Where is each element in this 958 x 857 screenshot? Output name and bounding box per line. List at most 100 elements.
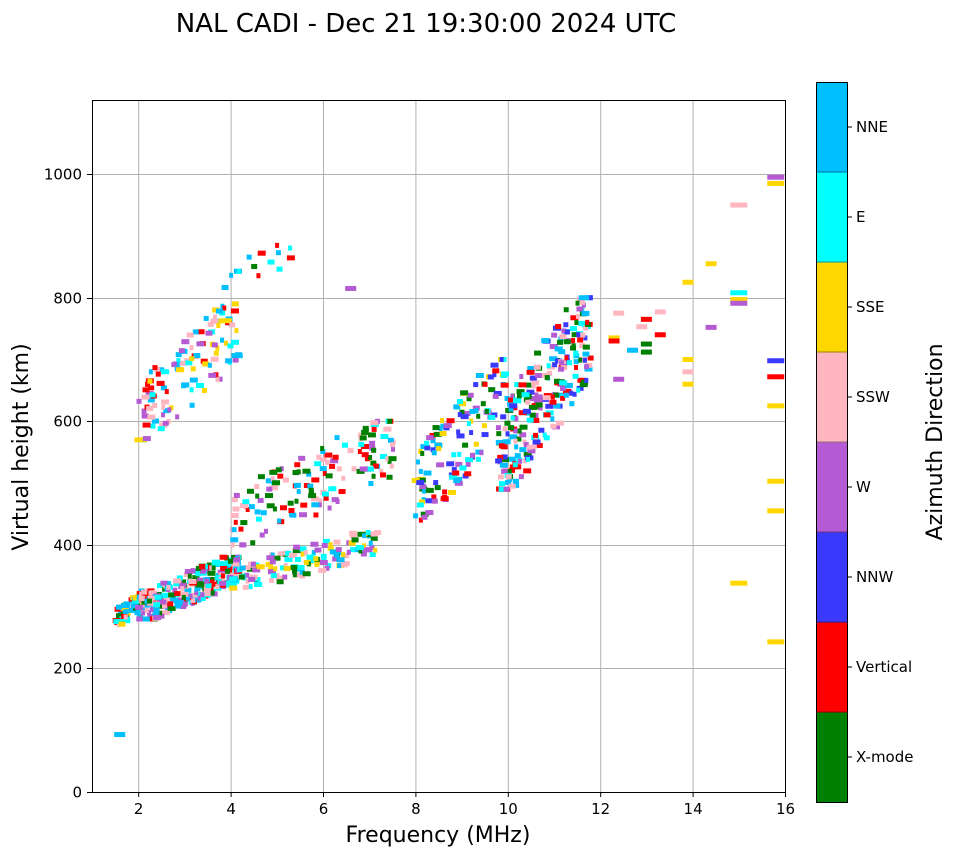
- echo-point: [161, 412, 166, 418]
- colorbar-swatch: [816, 712, 847, 803]
- echo-point: [161, 404, 166, 410]
- x-tick-label: 2: [134, 800, 144, 818]
- echo-point: [154, 594, 162, 600]
- echo-point: [331, 497, 339, 503]
- echo-point: [581, 322, 587, 328]
- echo-point: [254, 509, 261, 515]
- echo-point: [563, 339, 571, 345]
- echo-point: [228, 581, 237, 587]
- x-tick-label: 6: [319, 800, 329, 818]
- echo-point: [229, 576, 238, 582]
- echo-point: [246, 566, 255, 572]
- echo-point: [436, 462, 445, 468]
- echo-point: [484, 408, 489, 414]
- echo-point: [536, 386, 542, 392]
- echo-point: [302, 571, 311, 577]
- echo-point: [682, 369, 694, 375]
- colorbar-tick-label: SSW: [856, 388, 890, 406]
- echo-point: [162, 586, 167, 592]
- echo-point: [438, 426, 443, 432]
- echo-point: [231, 301, 239, 307]
- echo-point: [499, 357, 504, 362]
- echo-point: [498, 443, 505, 449]
- echo-point: [456, 433, 465, 439]
- echo-point: [366, 466, 375, 472]
- echo-point: [514, 416, 519, 422]
- echo-point: [579, 343, 586, 349]
- echo-point: [572, 373, 579, 379]
- echo-point: [341, 553, 349, 559]
- echo-point: [341, 442, 348, 448]
- echo-point: [516, 436, 522, 442]
- echo-point: [303, 550, 308, 556]
- echo-point: [453, 478, 461, 484]
- echo-point: [564, 355, 569, 361]
- echo-point: [282, 477, 289, 483]
- echo-point: [554, 378, 561, 384]
- echo-point: [473, 441, 479, 447]
- echo-point: [570, 315, 579, 321]
- echo-point: [588, 295, 593, 301]
- echo-point: [369, 440, 376, 446]
- echo-point: [325, 459, 331, 465]
- echo-point: [141, 408, 147, 414]
- echo-point: [466, 421, 471, 427]
- echo-point: [286, 255, 295, 261]
- echo-point: [215, 345, 220, 351]
- echo-point: [141, 602, 146, 608]
- echo-point: [170, 596, 177, 602]
- data-points: [112, 174, 785, 738]
- echo-point: [202, 388, 208, 394]
- echo-point: [144, 607, 149, 613]
- echo-point: [443, 423, 452, 429]
- echo-point: [519, 424, 528, 430]
- echo-point: [473, 382, 479, 388]
- echo-point: [535, 402, 543, 408]
- echo-point: [361, 543, 366, 549]
- echo-point: [275, 250, 281, 256]
- echo-point: [556, 339, 563, 345]
- echo-point: [446, 461, 455, 467]
- echo-point: [224, 580, 233, 586]
- echo-point: [327, 505, 332, 511]
- echo-point: [532, 444, 537, 450]
- echo-point: [320, 445, 325, 451]
- echo-point: [513, 397, 522, 403]
- echo-point: [255, 493, 260, 499]
- echo-point: [195, 571, 202, 577]
- echo-point: [159, 599, 167, 605]
- echo-point: [205, 330, 213, 336]
- echo-point: [270, 552, 275, 558]
- echo-point: [196, 341, 205, 347]
- echo-point: [547, 370, 553, 376]
- echo-point: [202, 564, 208, 570]
- echo-point: [523, 451, 532, 457]
- echo-point: [518, 382, 527, 388]
- colorbar-tick-label: E: [856, 208, 865, 226]
- echo-point: [556, 420, 565, 426]
- x-tick-label: 4: [226, 800, 236, 818]
- echo-point: [293, 544, 301, 550]
- echo-point: [347, 448, 354, 454]
- echo-point: [379, 468, 384, 474]
- echo-point: [578, 295, 585, 301]
- echo-point: [475, 372, 484, 378]
- echo-point: [302, 468, 311, 474]
- echo-point: [496, 431, 502, 437]
- echo-point: [166, 584, 171, 590]
- echo-point: [555, 324, 562, 330]
- echo-point: [310, 541, 319, 547]
- echo-point: [256, 273, 261, 279]
- echo-point: [265, 561, 272, 567]
- echo-point: [369, 552, 376, 558]
- echo-point: [730, 290, 748, 296]
- x-tick-label: 12: [591, 800, 610, 818]
- colorbar-tick-label: NNE: [856, 118, 888, 136]
- echo-point: [529, 375, 537, 381]
- echo-point: [162, 420, 169, 426]
- echo-point: [185, 360, 193, 366]
- echo-point: [176, 600, 184, 606]
- echo-point: [308, 487, 314, 493]
- echo-point: [276, 266, 283, 272]
- echo-point: [259, 532, 265, 538]
